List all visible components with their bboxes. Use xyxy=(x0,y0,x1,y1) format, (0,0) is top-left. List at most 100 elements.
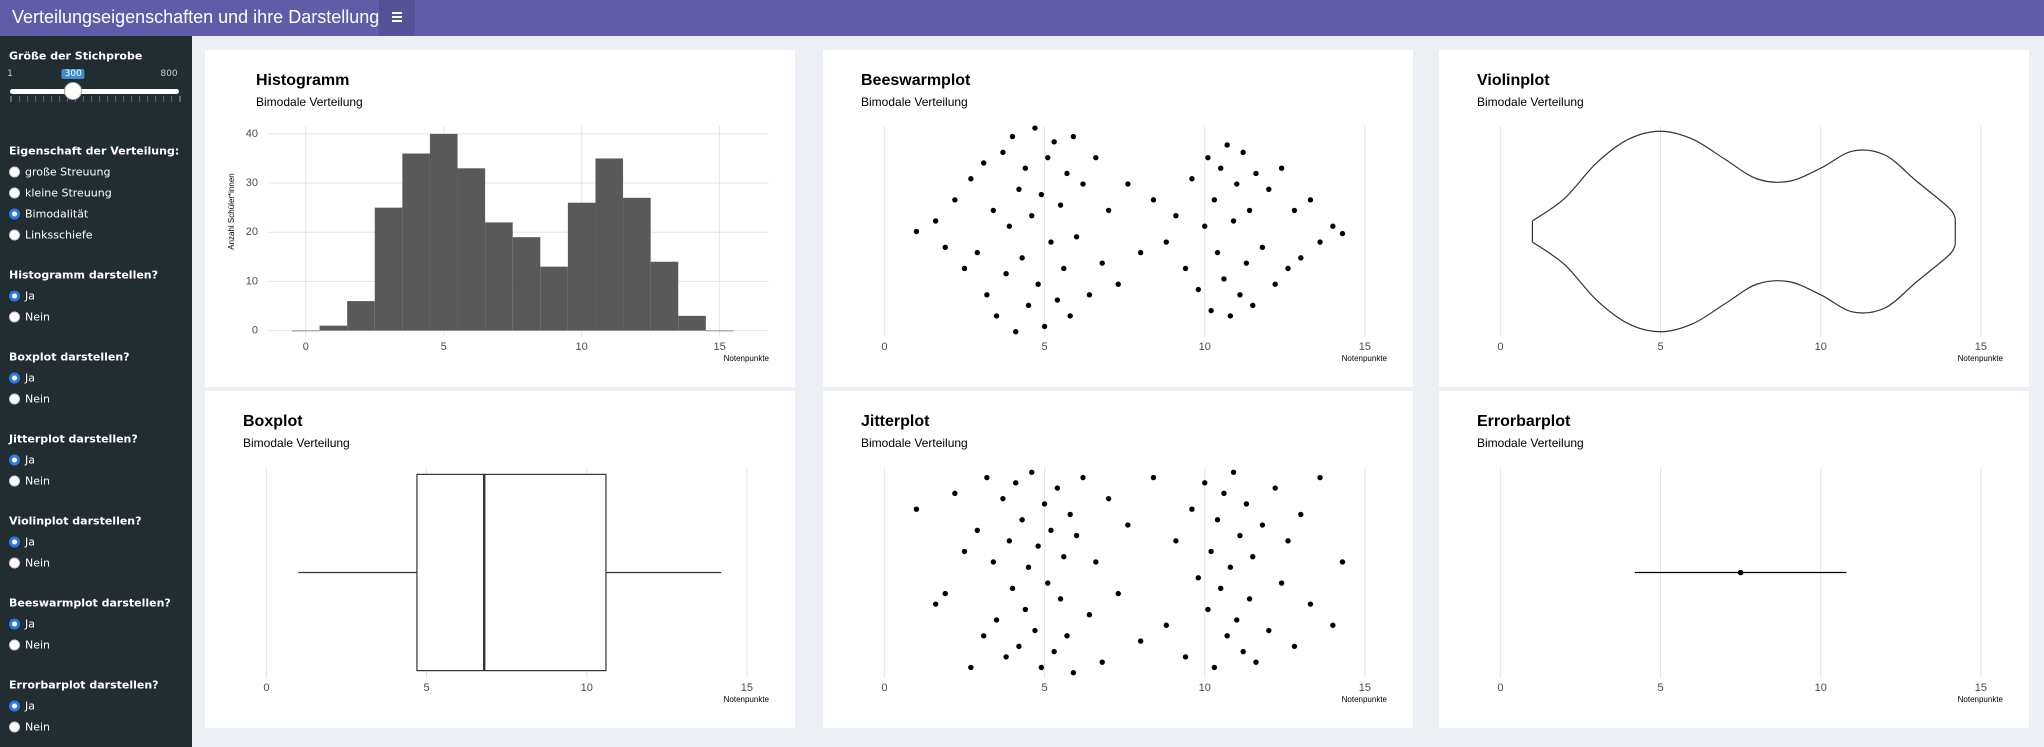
data-point xyxy=(1048,527,1054,533)
data-point xyxy=(1298,255,1304,261)
radio-option[interactable]: Ja xyxy=(25,699,35,713)
radio-button[interactable] xyxy=(9,536,20,548)
data-point xyxy=(1307,197,1314,203)
radio-option[interactable]: Linksschiefe xyxy=(25,228,93,242)
radio-button[interactable] xyxy=(9,187,20,199)
data-point xyxy=(952,197,958,203)
data-point xyxy=(1051,648,1057,655)
radio-button[interactable] xyxy=(9,721,20,733)
x-tick-label: 0 xyxy=(881,682,887,694)
data-point xyxy=(1173,538,1179,544)
radio-option[interactable]: Ja xyxy=(25,453,35,467)
radio-button[interactable] xyxy=(9,639,20,651)
data-point xyxy=(1093,154,1099,161)
sidebar-toggle[interactable] xyxy=(379,0,415,36)
radio-button[interactable] xyxy=(9,700,20,712)
data-point xyxy=(942,244,948,251)
top-bar: Verteilungseigenschaften und ihre Darste… xyxy=(0,0,2044,36)
data-point xyxy=(961,548,968,555)
data-point xyxy=(1250,553,1256,560)
data-point xyxy=(1243,501,1250,507)
radio-button[interactable] xyxy=(9,229,20,241)
data-point xyxy=(1195,286,1202,293)
data-point xyxy=(993,617,1000,623)
violin-outline-bottom xyxy=(1532,241,1956,333)
histogram-bar xyxy=(650,261,679,331)
radio-button[interactable] xyxy=(9,454,20,466)
radio-option[interactable]: Ja xyxy=(25,617,35,631)
radio-option[interactable]: Nein xyxy=(25,638,51,652)
data-point xyxy=(1259,244,1266,251)
radio-option[interactable]: Nein xyxy=(25,720,51,734)
data-point xyxy=(1339,559,1346,565)
radio-option[interactable]: Ja xyxy=(25,371,35,385)
data-point xyxy=(1115,590,1121,597)
data-point xyxy=(1189,506,1195,512)
chart-panel: Jitterplot Bimodale Verteilung 0 5 10 15 Noten… xyxy=(823,391,1413,728)
data-point xyxy=(1182,654,1189,660)
data-point xyxy=(1032,125,1038,131)
data-point xyxy=(1182,265,1189,272)
data-point xyxy=(1115,281,1121,287)
chart-panel: Errorbarplot Bimodale Verteilung 0 5 10 15 Not… xyxy=(1439,391,2029,728)
data-point xyxy=(1189,176,1195,182)
data-point xyxy=(1099,659,1105,665)
radio-group-label: Histogramm darstellen? xyxy=(9,268,159,282)
data-point xyxy=(1041,323,1048,330)
x-tick-label: 10 xyxy=(1815,341,1827,353)
radio-option[interactable]: Ja xyxy=(25,289,35,303)
radio-option[interactable]: Nein xyxy=(25,392,51,406)
radio-button[interactable] xyxy=(9,311,20,323)
radio-button[interactable] xyxy=(9,557,20,569)
radio-group-label: Violinplot darstellen? xyxy=(9,514,142,528)
histogram-bar xyxy=(292,330,320,332)
chart: Jitterplot Bimodale Verteilung 0 5 10 15Noten… xyxy=(861,413,1388,704)
radio-option[interactable]: Ja xyxy=(25,535,35,549)
data-point xyxy=(1048,239,1054,245)
data-point xyxy=(1086,612,1093,618)
histogram-bar xyxy=(347,301,375,331)
x-tick-label: 5 xyxy=(1041,682,1047,694)
histogram-bar xyxy=(485,222,513,331)
histogram-bar xyxy=(705,330,734,332)
radio-option[interactable]: Nein xyxy=(25,556,51,570)
radio-button[interactable] xyxy=(9,475,20,487)
radio-option[interactable]: Bimodalität xyxy=(25,207,89,221)
chart: Histogramm Bimodale Verteilung 0 5 10 15 0 10 20… xyxy=(227,72,769,363)
chart-title: Violinplot xyxy=(1477,72,1550,89)
box xyxy=(416,473,607,672)
radio-option[interactable]: kleine Streuung xyxy=(25,186,112,200)
data-point xyxy=(961,265,968,272)
data-point xyxy=(1125,181,1131,187)
chart-subtitle: Bimodale Verteilung xyxy=(1477,436,1584,450)
data-point xyxy=(1205,154,1211,161)
x-tick-label: 10 xyxy=(1199,682,1211,694)
data-point xyxy=(1057,202,1064,208)
data-point xyxy=(1029,469,1035,475)
radio-option[interactable]: Nein xyxy=(25,310,51,324)
radio-button[interactable] xyxy=(9,208,20,220)
data-point xyxy=(1253,170,1259,177)
radio-button[interactable] xyxy=(9,393,20,405)
radio-button[interactable] xyxy=(9,166,20,178)
data-point xyxy=(1227,313,1234,319)
radio-button[interactable] xyxy=(9,290,20,302)
chart-title: Jitterplot xyxy=(861,413,930,430)
histogram-bar xyxy=(678,315,706,331)
data-point xyxy=(1246,596,1253,602)
radio-button[interactable] xyxy=(9,618,20,630)
x-tick-label: 10 xyxy=(1815,682,1827,694)
data-point xyxy=(1045,580,1051,586)
radio-option[interactable]: Nein xyxy=(25,474,51,488)
data-point xyxy=(1086,292,1093,298)
data-point xyxy=(1070,670,1077,676)
slider-handle[interactable] xyxy=(64,82,83,100)
data-point xyxy=(974,527,980,533)
data-point xyxy=(1000,149,1006,156)
x-tick-label: 10 xyxy=(1199,341,1211,353)
data-point xyxy=(1266,627,1272,634)
radio-button[interactable] xyxy=(9,372,20,384)
radio-option[interactable]: große Streuung xyxy=(25,165,111,179)
chart-subtitle: Bimodale Verteilung xyxy=(861,95,968,109)
data-point xyxy=(1250,302,1256,309)
